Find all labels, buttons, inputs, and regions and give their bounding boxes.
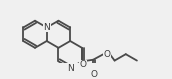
Text: O: O <box>91 70 98 79</box>
Text: N: N <box>43 23 50 32</box>
Text: O: O <box>104 50 111 59</box>
Text: N: N <box>67 64 74 73</box>
Text: O: O <box>80 60 87 69</box>
